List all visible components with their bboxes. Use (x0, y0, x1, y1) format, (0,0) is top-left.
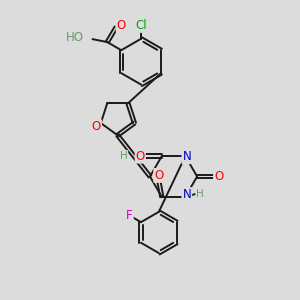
Text: F: F (126, 209, 133, 222)
Text: O: O (92, 120, 101, 133)
Text: Cl: Cl (135, 19, 147, 32)
Text: O: O (117, 20, 126, 32)
Text: O: O (214, 170, 223, 183)
Text: N: N (182, 188, 191, 201)
Text: HO: HO (66, 31, 84, 44)
Text: O: O (154, 169, 164, 182)
Text: O: O (136, 150, 145, 163)
Text: H: H (196, 189, 204, 199)
Text: N: N (182, 150, 191, 163)
Text: H: H (120, 151, 128, 161)
